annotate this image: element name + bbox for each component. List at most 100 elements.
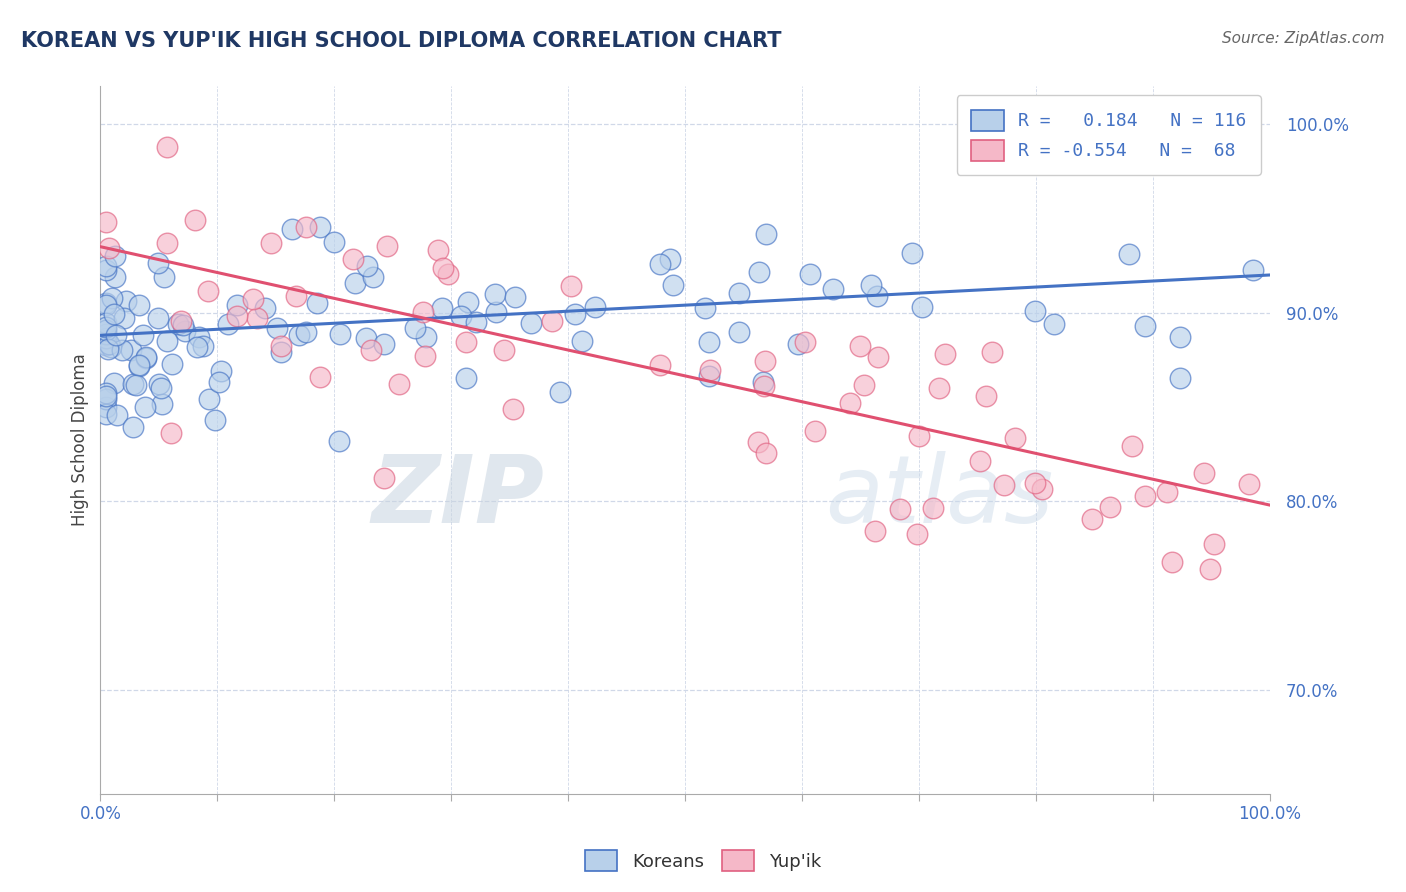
Point [520,316,543,330]
Point [974,389,997,403]
Point [287,327,309,342]
Point [173,324,195,338]
Point [1156,485,1178,500]
Point [96,323,118,337]
Point [342,252,364,266]
Point [156,235,179,250]
Point [361,270,384,285]
Point [728,325,751,339]
Point [650,358,672,372]
Point [1168,371,1191,385]
Point [198,392,221,407]
Point [96,407,118,421]
Point [484,305,506,319]
Point [1237,477,1260,491]
Point [728,285,751,300]
Point [373,337,395,351]
Text: atlas: atlas [825,451,1053,542]
Point [146,311,169,326]
Point [650,256,672,270]
Point [295,325,318,339]
Point [540,314,562,328]
Point [281,222,304,236]
Point [254,301,277,316]
Point [1118,246,1140,260]
Point [167,317,190,331]
Point [1241,263,1264,277]
Point [96,259,118,273]
Point [908,429,931,443]
Point [204,413,226,427]
Point [132,328,155,343]
Point [911,300,934,314]
Point [122,377,145,392]
Point [191,338,214,352]
Point [354,331,377,345]
Point [104,249,127,263]
Point [96,327,118,342]
Point [659,252,682,266]
Point [373,471,395,485]
Point [404,321,426,335]
Point [752,375,775,389]
Point [122,419,145,434]
Point [260,236,283,251]
Point [1121,439,1143,453]
Point [697,369,720,384]
Point [1099,500,1122,514]
Point [866,289,889,303]
Point [993,478,1015,492]
Point [160,357,183,371]
Point [901,246,924,260]
Point [135,350,157,364]
Point [329,326,352,341]
Legend: Koreans, Yup'ik: Koreans, Yup'ik [578,843,828,879]
Point [921,501,943,516]
Point [294,220,316,235]
Point [96,214,118,228]
Point [1198,562,1220,576]
Point [859,277,882,292]
Point [697,334,720,349]
Point [328,434,350,448]
Point [432,260,454,275]
Point [128,298,150,312]
Point [754,353,776,368]
Point [1024,476,1046,491]
Point [120,343,142,357]
Point [226,309,249,323]
Point [356,260,378,274]
Point [494,343,516,357]
Point [548,385,571,400]
Point [1031,482,1053,496]
Point [170,314,193,328]
Point [111,343,134,358]
Point [115,293,138,308]
Point [1160,555,1182,569]
Point [969,453,991,467]
Point [150,396,173,410]
Text: KOREAN VS YUP'IK HIGH SCHOOL DIPLOMA CORRELATION CHART: KOREAN VS YUP'IK HIGH SCHOOL DIPLOMA COR… [21,31,782,51]
Point [134,401,156,415]
Point [755,446,778,460]
Point [112,310,135,325]
Point [209,364,232,378]
Point [96,392,118,406]
Point [217,317,239,331]
Point [437,267,460,281]
Point [456,371,478,385]
Point [465,315,488,329]
Point [96,401,118,415]
Point [270,339,292,353]
Point [98,241,121,255]
Point [849,339,872,353]
Point [208,375,231,389]
Point [153,270,176,285]
Point [225,298,247,312]
Point [197,285,219,299]
Point [889,502,911,516]
Point [135,351,157,365]
Point [96,389,118,403]
Point [96,330,118,344]
Point [128,359,150,373]
